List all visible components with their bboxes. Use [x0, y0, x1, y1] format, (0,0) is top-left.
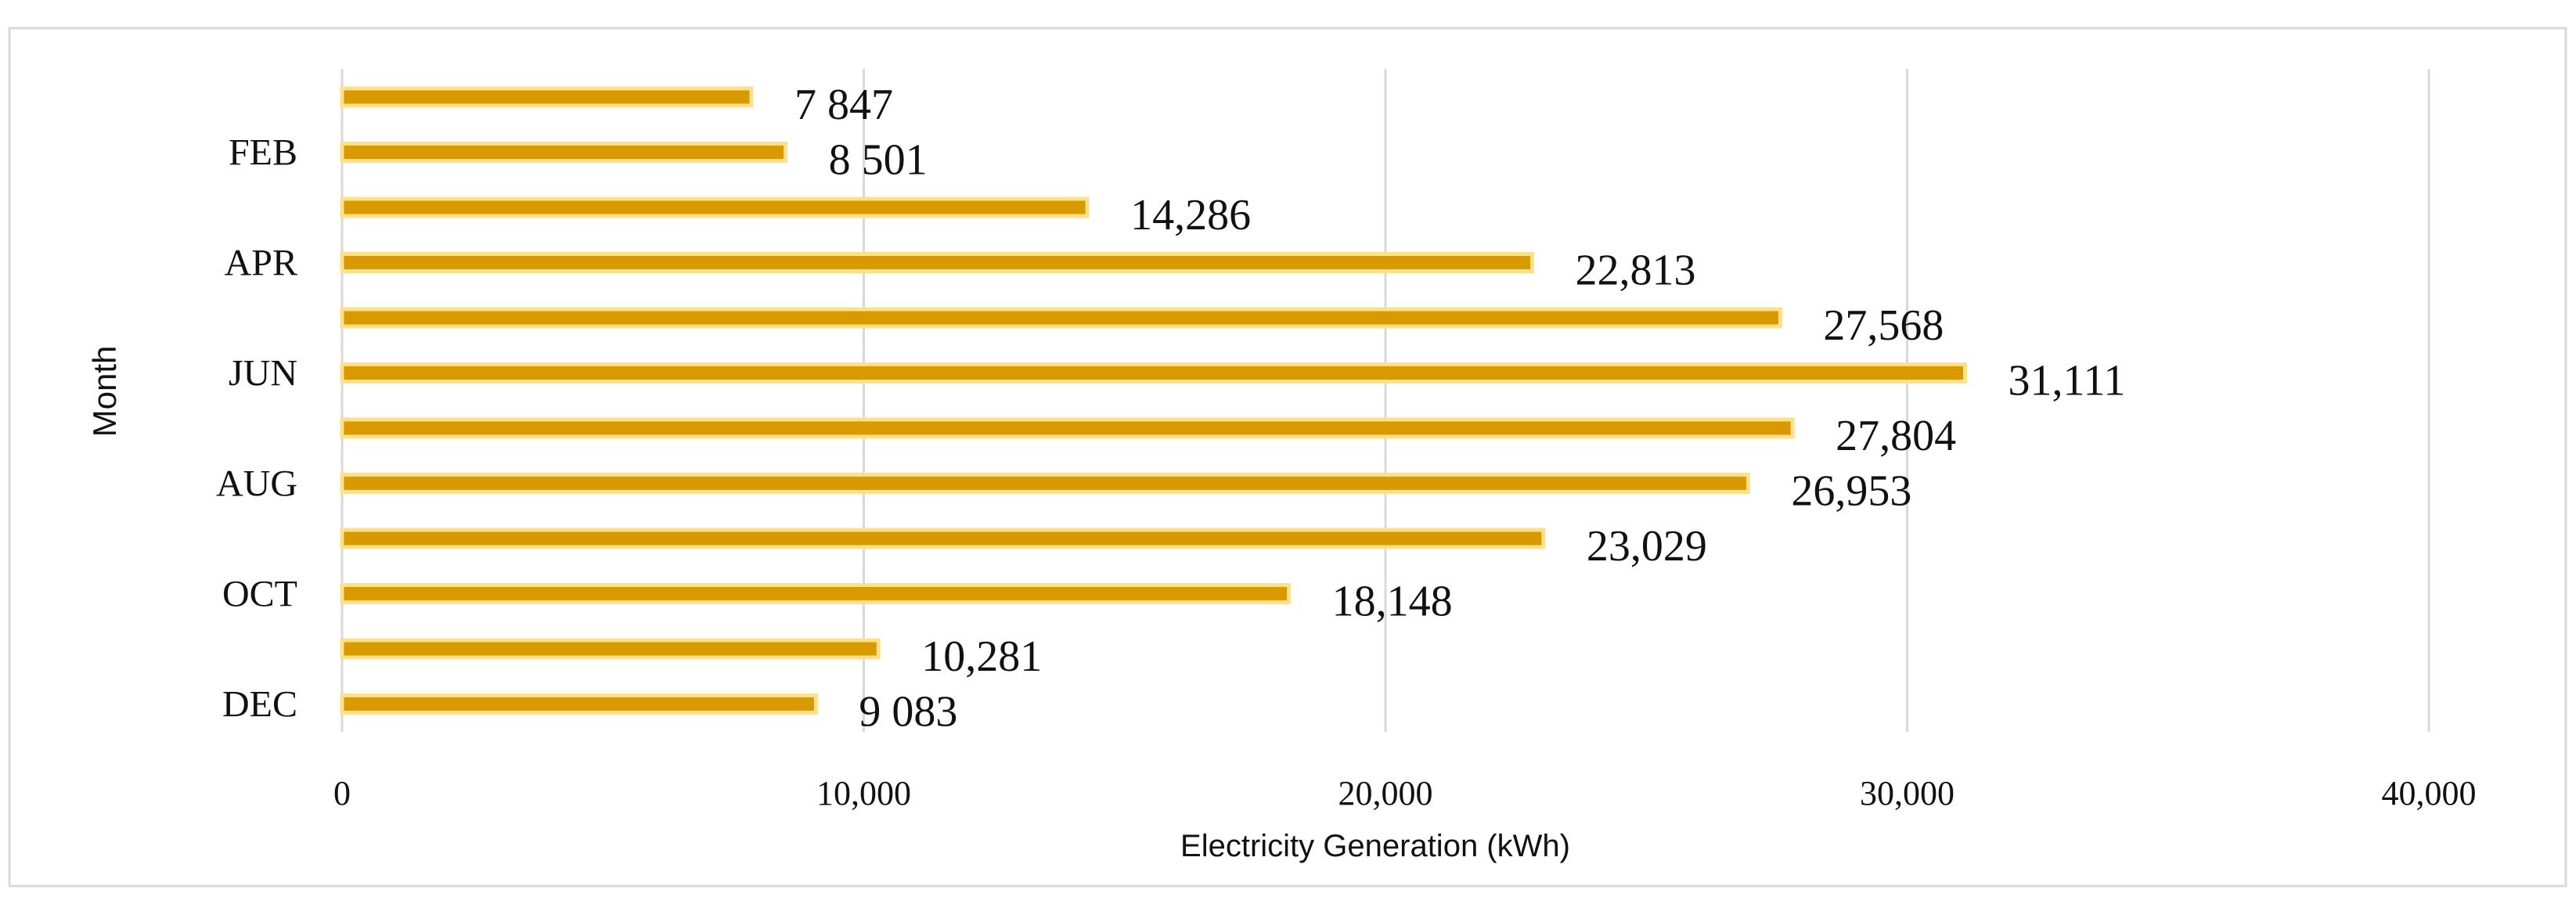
- bar-apr: [340, 252, 1534, 273]
- data-label: 27,804: [1836, 412, 1956, 460]
- y-axis-title: Month: [86, 346, 123, 438]
- y-tick-label: JUN: [229, 353, 297, 394]
- y-tick-label: OCT: [222, 574, 297, 615]
- y-tick-label: APR: [225, 243, 297, 284]
- chart-frame: [8, 27, 2567, 888]
- bar-aug: [340, 473, 1750, 494]
- x-tick-label: 40,000: [2382, 774, 2477, 812]
- bar-may: [340, 307, 1782, 329]
- x-tick-label: 10,000: [816, 774, 911, 812]
- bar-nov: [340, 638, 881, 660]
- x-axis-title: Electricity Generation (kWh): [1180, 829, 1570, 863]
- y-tick-label: AUG: [216, 463, 297, 505]
- bar-jan: [340, 86, 754, 108]
- x-axis-tick-labels: 0 10,000 20,000 30,000 40,000: [333, 774, 2477, 812]
- data-label: 14,286: [1130, 191, 1251, 240]
- data-label: 7 847: [794, 81, 893, 129]
- bar-mar: [340, 196, 1090, 218]
- data-label: 18,148: [1332, 578, 1453, 626]
- x-tick-label: 30,000: [1860, 774, 1955, 812]
- gridlines: [340, 69, 2430, 732]
- data-label: 27,568: [1823, 301, 1944, 350]
- data-labels: 7 847 8 501 14,286 22,813 27,568 31,111 27,804…: [794, 81, 2125, 737]
- bar-dec: [340, 693, 818, 715]
- y-tick-label: DEC: [222, 684, 297, 726]
- y-tick-label: FEB: [229, 132, 297, 174]
- x-tick-label: 0: [333, 774, 351, 812]
- data-label: 22,813: [1575, 247, 1695, 295]
- x-tick-label: 20,000: [1338, 774, 1433, 812]
- bar-jul: [340, 417, 1795, 439]
- bar-sep: [340, 528, 1546, 549]
- data-label: 23,029: [1587, 522, 1707, 571]
- data-label: 9 083: [859, 688, 957, 737]
- data-label: 31,111: [2009, 357, 2126, 405]
- bar-oct: [340, 583, 1292, 604]
- bar-jun: [340, 362, 1968, 384]
- y-axis-tick-labels: FEB APR JUN AUG OCT DEC: [216, 132, 297, 726]
- data-label: 8 501: [829, 136, 928, 185]
- data-label: 10,281: [921, 632, 1042, 681]
- bar-feb: [340, 142, 788, 163]
- bars: [340, 86, 1968, 715]
- data-label: 26,953: [1791, 467, 1911, 516]
